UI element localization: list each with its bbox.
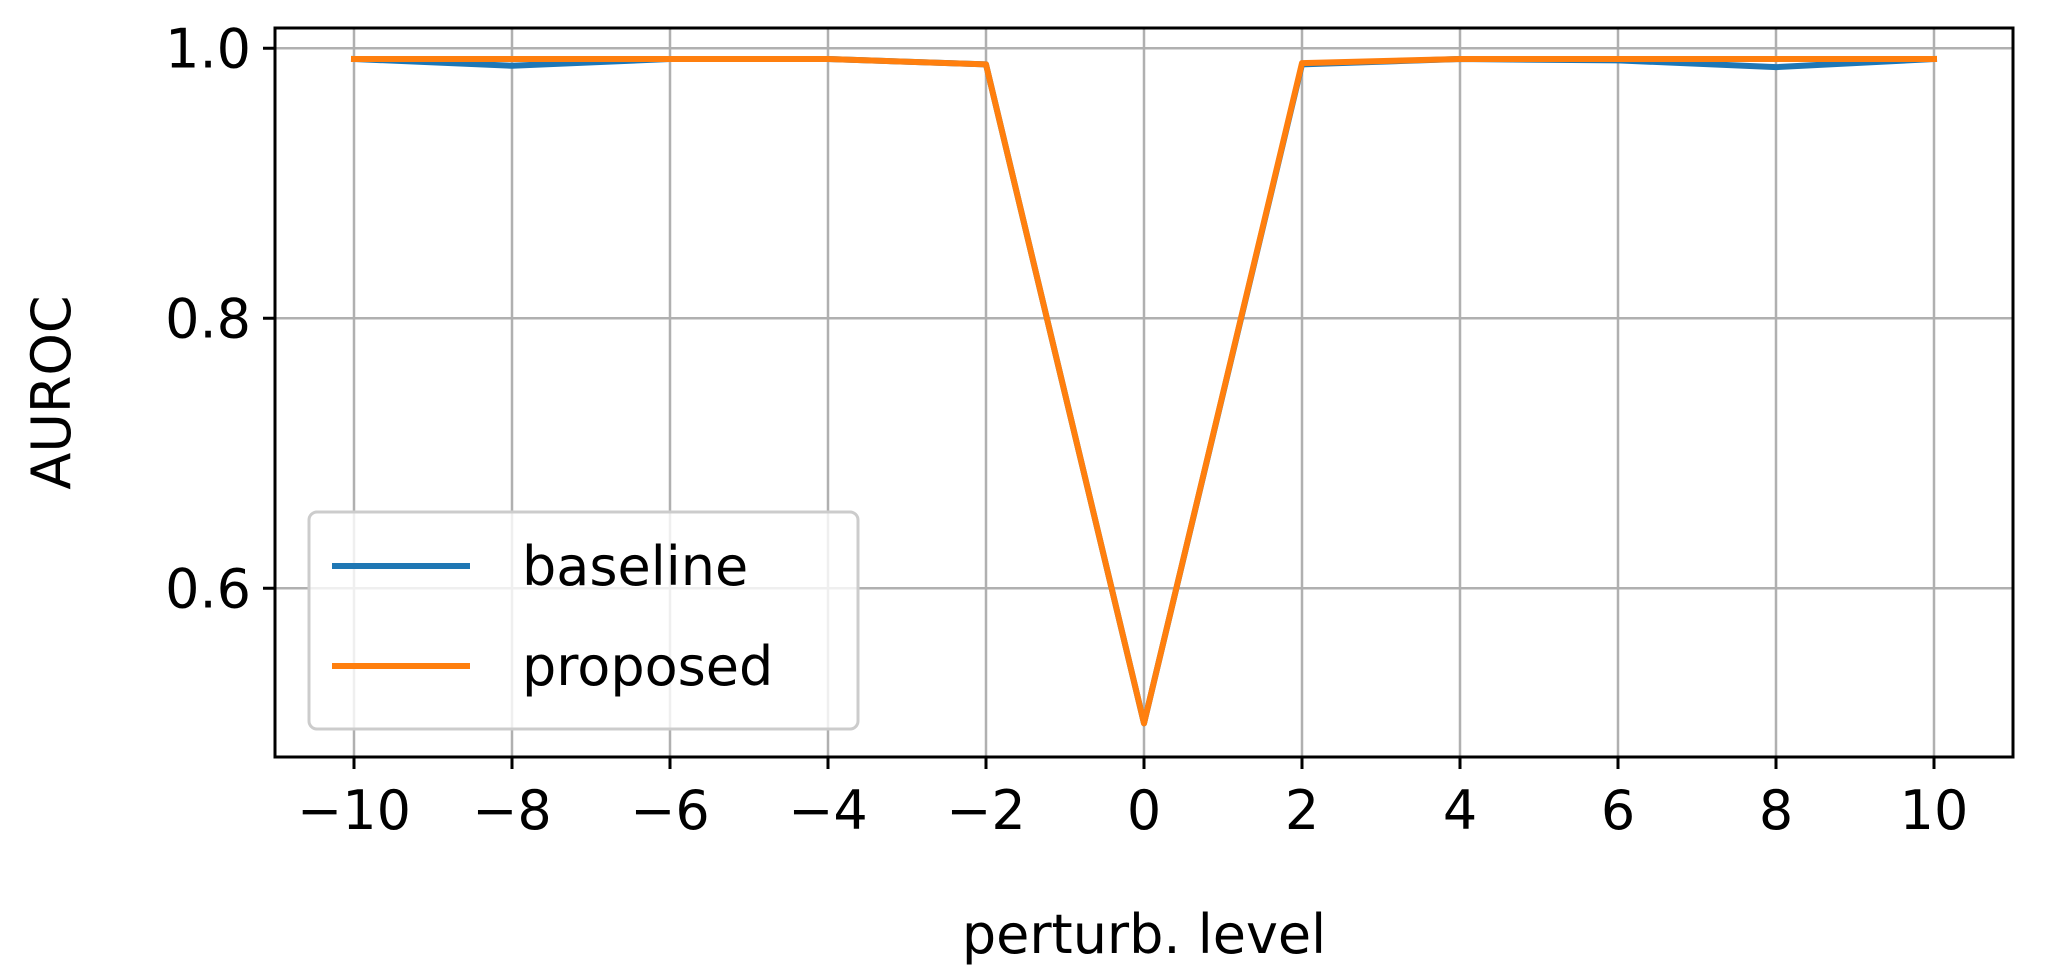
x-tick-label: 8 [1759,779,1793,842]
series-line-proposed [351,56,1937,727]
y-tick-label: 0.6 [165,557,251,620]
x-tick-label: −6 [630,779,710,842]
plot-lines [350,55,1938,727]
y-tick-label: 0.8 [165,287,251,350]
x-tick-label: 6 [1601,779,1635,842]
x-tick-label: 2 [1285,779,1319,842]
legend: baseline proposed [307,510,860,731]
x-axis-label: perturb. level [962,903,1326,966]
y-axis-label: AUROC [20,295,83,489]
legend-label-proposed: proposed [522,635,773,698]
x-tick-label: −2 [946,779,1026,842]
x-tick-label: −10 [297,779,411,842]
x-tick-label: −8 [472,779,552,842]
x-tick-label: 0 [1127,779,1161,842]
x-tick-label: 4 [1443,779,1477,842]
x-tick-label: 10 [1900,779,1969,842]
legend-label-baseline: baseline [522,535,748,598]
axis-ticks: −10 −8 −6 −4 −2 0 2 4 6 8 10 0.6 0.8 1.0 [165,17,1968,842]
y-tick-label: 1.0 [165,17,251,80]
x-tick-label: −4 [788,779,868,842]
